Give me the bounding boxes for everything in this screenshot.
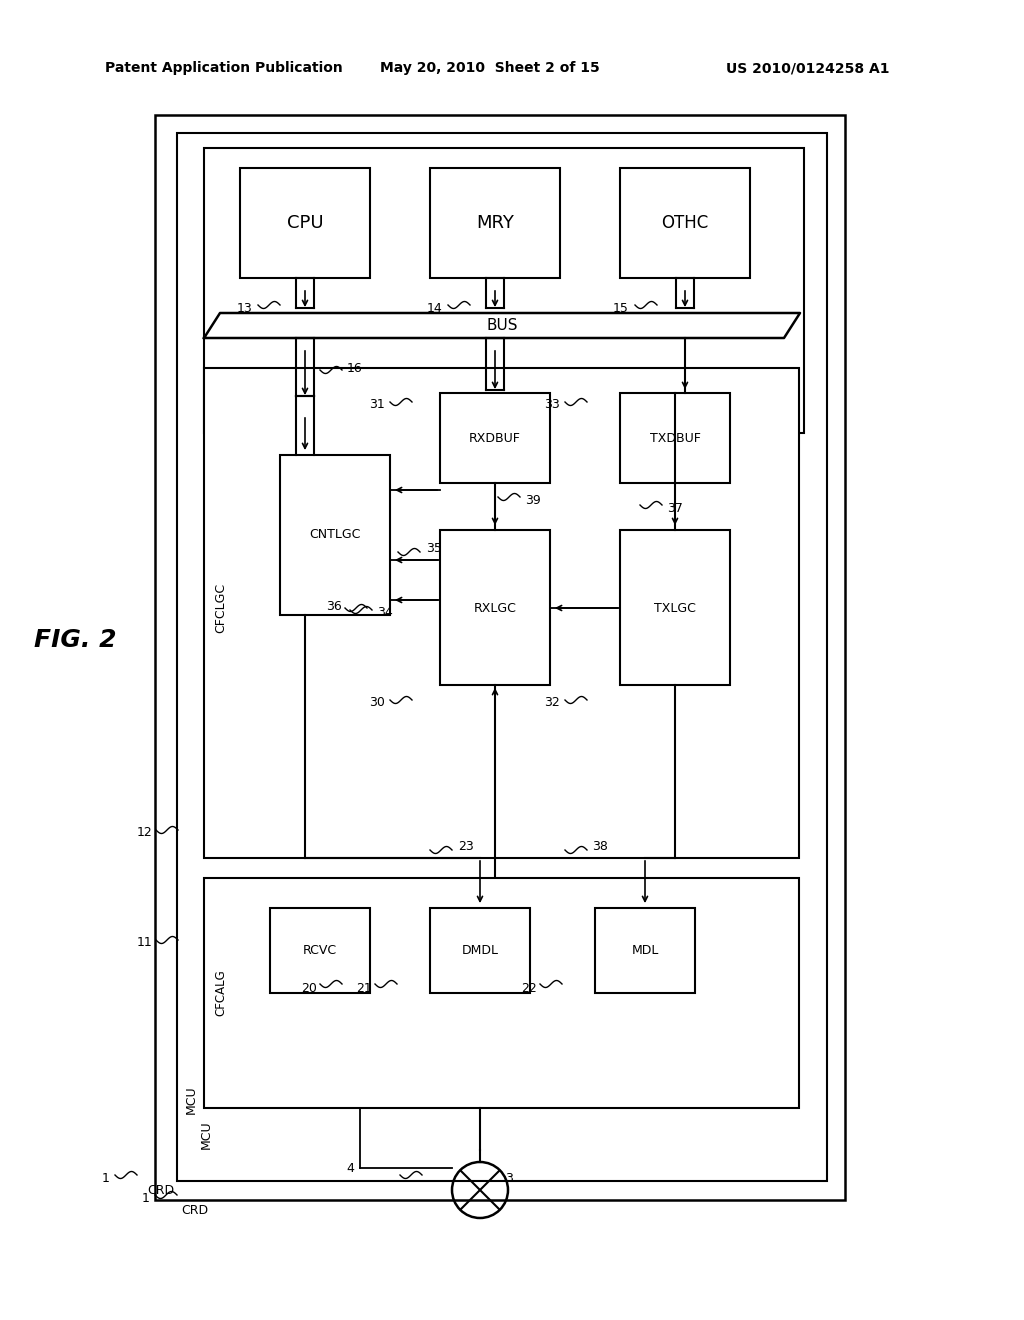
- Text: MDL: MDL: [632, 945, 658, 957]
- Text: May 20, 2010  Sheet 2 of 15: May 20, 2010 Sheet 2 of 15: [380, 61, 600, 75]
- Polygon shape: [204, 313, 800, 338]
- Text: 13: 13: [237, 301, 252, 314]
- Text: 30: 30: [369, 697, 385, 710]
- Text: MCU: MCU: [200, 1121, 213, 1150]
- Text: TXDBUF: TXDBUF: [649, 432, 700, 445]
- Bar: [440, 531, 550, 685]
- Text: DMDL: DMDL: [462, 945, 499, 957]
- Bar: [280, 455, 390, 615]
- Text: 12: 12: [136, 826, 152, 840]
- Text: CRD: CRD: [147, 1184, 174, 1196]
- Text: RXLGC: RXLGC: [473, 602, 516, 615]
- Text: CNTLGC: CNTLGC: [309, 528, 360, 541]
- Text: US 2010/0124258 A1: US 2010/0124258 A1: [726, 61, 890, 75]
- Text: MRY: MRY: [476, 214, 514, 232]
- Text: OTHC: OTHC: [662, 214, 709, 232]
- Text: 20: 20: [301, 982, 317, 994]
- Bar: [270, 908, 370, 993]
- Text: 21: 21: [356, 982, 372, 994]
- Bar: [595, 908, 695, 993]
- Bar: [240, 168, 370, 279]
- Text: 3: 3: [505, 1172, 513, 1184]
- Text: 15: 15: [613, 301, 629, 314]
- Text: 37: 37: [667, 502, 683, 515]
- Bar: [204, 368, 799, 858]
- Text: 1: 1: [102, 1172, 110, 1184]
- Bar: [620, 393, 730, 483]
- Text: MCU: MCU: [184, 1085, 198, 1114]
- Text: Patent Application Publication: Patent Application Publication: [105, 61, 343, 75]
- Bar: [430, 908, 530, 993]
- Text: 23: 23: [458, 841, 474, 854]
- Text: BUS: BUS: [486, 318, 518, 334]
- Bar: [620, 168, 750, 279]
- Text: 4: 4: [346, 1162, 354, 1175]
- Text: RXDBUF: RXDBUF: [469, 432, 521, 445]
- Text: RCVC: RCVC: [303, 945, 337, 957]
- Text: 35: 35: [426, 541, 442, 554]
- Text: 16: 16: [347, 362, 362, 375]
- Text: CFCLGC: CFCLGC: [214, 583, 227, 634]
- Bar: [204, 148, 804, 433]
- Bar: [177, 133, 827, 1181]
- Text: TXLGC: TXLGC: [654, 602, 696, 615]
- Text: 33: 33: [544, 399, 560, 412]
- Text: 38: 38: [592, 841, 608, 854]
- Text: 22: 22: [521, 982, 537, 994]
- Text: FIG. 2: FIG. 2: [34, 628, 117, 652]
- Text: 34: 34: [377, 606, 393, 619]
- Text: 32: 32: [544, 697, 560, 710]
- Bar: [204, 878, 799, 1107]
- Bar: [620, 531, 730, 685]
- Text: 1: 1: [142, 1192, 150, 1204]
- Text: CPU: CPU: [287, 214, 324, 232]
- Text: CFCALG: CFCALG: [214, 970, 227, 1016]
- Text: 36: 36: [327, 599, 342, 612]
- Text: 39: 39: [525, 494, 541, 507]
- Text: 11: 11: [136, 936, 152, 949]
- Text: CRD: CRD: [181, 1204, 208, 1217]
- Bar: [430, 168, 560, 279]
- Text: 14: 14: [426, 301, 442, 314]
- Bar: [440, 393, 550, 483]
- Text: 31: 31: [370, 399, 385, 412]
- Bar: [155, 115, 845, 1200]
